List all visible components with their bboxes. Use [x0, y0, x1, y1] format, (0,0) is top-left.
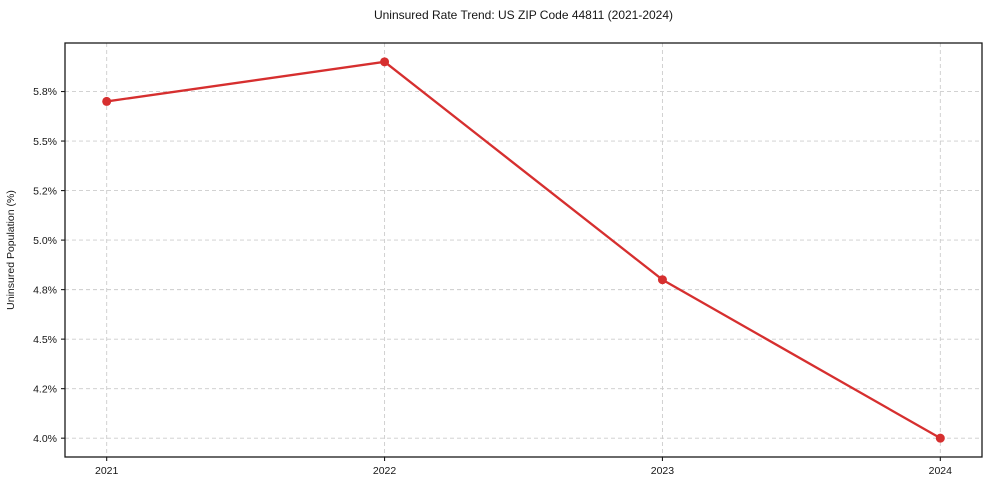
- axes-spines: [64, 42, 983, 458]
- x-tick-label: 2023: [651, 465, 675, 477]
- y-tick-label: 4.2%: [33, 383, 57, 395]
- x-tick-label: 2022: [373, 465, 397, 477]
- y-tick-label: 5.5%: [33, 136, 57, 148]
- data-point-marker: [380, 57, 390, 67]
- y-tick-label: 5.0%: [33, 235, 57, 247]
- y-tick-label: 4.5%: [33, 334, 57, 346]
- data-point-marker: [102, 96, 112, 106]
- data-point-marker: [935, 433, 945, 443]
- chart-title: Uninsured Rate Trend: US ZIP Code 44811 …: [373, 8, 674, 22]
- y-tick-label: 5.8%: [33, 86, 57, 98]
- y-tick-label: 4.0%: [33, 433, 57, 445]
- data-point-marker: [657, 275, 667, 285]
- x-tick-label: 2021: [95, 465, 119, 477]
- x-tick-label: 2024: [929, 465, 953, 477]
- trend-line: [105, 60, 942, 440]
- y-tick-label: 4.8%: [33, 284, 57, 296]
- y-tick-label: 5.2%: [33, 185, 57, 197]
